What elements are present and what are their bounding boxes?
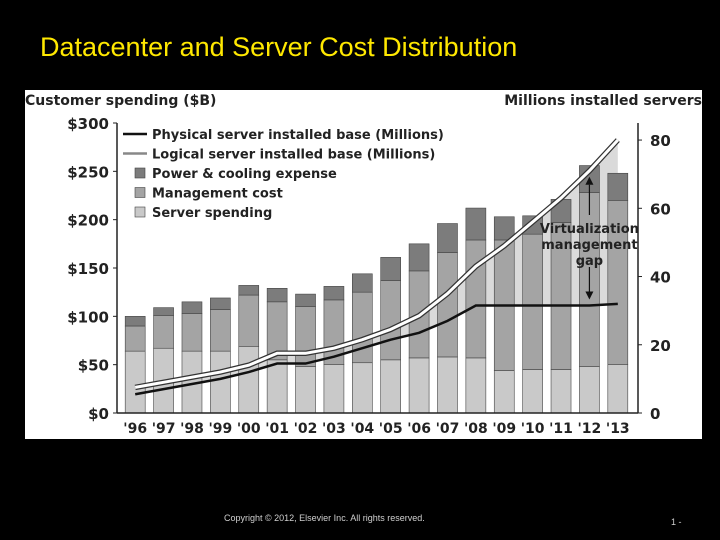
- legend-swatch-4: [134, 206, 146, 218]
- bar-server-spending-7: [323, 364, 345, 414]
- bar-management-cost-2: [181, 313, 203, 352]
- bar-power-cooling-expense-6: [295, 293, 316, 307]
- bar-power-cooling-expense-0: [124, 316, 146, 327]
- copyright-notice: Copyright © 2012, Elsevier Inc. All righ…: [224, 513, 425, 523]
- bar-server-spending-15: [550, 369, 572, 414]
- x-tick-label-14: '10: [521, 421, 545, 437]
- x-tick-label-3: '99: [208, 421, 232, 437]
- x-tick-label-11: '07: [436, 421, 460, 437]
- bar-server-spending-11: [437, 356, 458, 414]
- chart-panel: $0 $50 $100 $150 $200 $250 $300 0 20 40 60 80 '96 '97…: [25, 90, 702, 439]
- bar-power-cooling-expense-1: [153, 307, 174, 316]
- right-axis-title: Millions installed servers: [504, 93, 702, 109]
- x-tick-label-8: '04: [350, 421, 374, 437]
- page-number: 1 -: [671, 517, 682, 527]
- bar-server-spending-16: [579, 366, 600, 414]
- bar-power-cooling-expense-2: [181, 301, 203, 314]
- x-tick-label-5: '01: [265, 421, 289, 437]
- x-tick-label-7: '03: [322, 421, 346, 437]
- left-axis-title: Customer spending ($B): [25, 93, 216, 109]
- bar-power-cooling-expense-9: [380, 257, 401, 281]
- x-tick-label-15: '11: [549, 421, 573, 437]
- annotation-line-0: Virtualization: [540, 222, 639, 237]
- x-tick-label-12: '08: [464, 421, 488, 437]
- bar-power-cooling-expense-4: [238, 285, 260, 296]
- bar-management-cost-4: [238, 294, 260, 347]
- annotation-line-1: management: [541, 238, 637, 253]
- bar-server-spending-13: [493, 370, 515, 414]
- slide-title: Datacenter and Server Cost Distribution: [40, 32, 518, 62]
- x-tick-label-10: '06: [407, 421, 431, 437]
- right-tick-label-1: 20: [650, 337, 671, 355]
- left-tick-label-0: $0: [88, 405, 109, 423]
- bar-power-cooling-expense-12: [465, 207, 487, 241]
- left-tick-label-1: $50: [78, 357, 109, 375]
- bar-server-spending-3: [210, 350, 231, 414]
- bar-server-spending-9: [380, 359, 401, 414]
- left-tick-label-3: $150: [67, 260, 109, 278]
- left-tick-label-4: $200: [67, 212, 109, 230]
- legend-label-2: Power & cooling expense: [152, 167, 337, 182]
- bar-power-cooling-expense-3: [210, 297, 231, 310]
- x-tick-label-0: '96: [123, 421, 147, 437]
- bar-management-cost-3: [210, 309, 231, 352]
- bar-server-spending-14: [522, 369, 543, 414]
- bar-power-cooling-expense-5: [266, 288, 288, 303]
- legend-swatch-2: [134, 167, 146, 179]
- x-tick-label-17: '13: [606, 421, 630, 437]
- x-tick-label-16: '12: [578, 421, 602, 437]
- legend-label-4: Server spending: [152, 206, 272, 221]
- bar-management-cost-0: [124, 325, 146, 352]
- bar-server-spending-12: [465, 357, 487, 414]
- legend-swatch-3: [134, 187, 146, 198]
- bar-power-cooling-expense-8: [352, 273, 373, 293]
- gap-arrow-down-head: [585, 291, 594, 300]
- bar-management-cost-1: [153, 315, 174, 349]
- bar-management-cost-9: [380, 280, 401, 361]
- right-tick-label-3: 60: [650, 200, 671, 218]
- x-tick-label-2: '98: [180, 421, 204, 437]
- bar-management-cost-12: [465, 239, 487, 359]
- bar-management-cost-8: [352, 291, 373, 364]
- right-tick-label-2: 40: [650, 269, 671, 287]
- bar-management-cost-11: [437, 252, 458, 358]
- bar-server-spending-6: [295, 366, 316, 414]
- bar-power-cooling-expense-7: [323, 286, 345, 301]
- bar-management-cost-6: [295, 306, 316, 367]
- legend-label-1: Logical server installed base (Millions): [152, 148, 435, 163]
- bar-power-cooling-expense-13: [493, 216, 515, 241]
- cost-distribution-chart: $0 $50 $100 $150 $200 $250 $300 0 20 40 60 80 '96 '97…: [25, 93, 702, 437]
- bar-management-cost-14: [522, 233, 543, 370]
- physical-server-line: [134, 302, 618, 396]
- x-tick-label-13: '09: [492, 421, 516, 437]
- x-tick-label-4: '00: [237, 421, 261, 437]
- legend-label-3: Management cost: [152, 187, 283, 202]
- legend-label-0: Physical server installed base (Millions…: [152, 128, 444, 143]
- x-tick-label-9: '05: [379, 421, 403, 437]
- bar-power-cooling-expense-17: [607, 172, 629, 201]
- bar-server-spending-5: [266, 359, 288, 414]
- bar-server-spending-0: [124, 350, 146, 414]
- right-tick-label-0: 0: [650, 405, 660, 423]
- annotation-line-2: gap: [576, 254, 603, 269]
- bar-server-spending-4: [238, 345, 260, 414]
- bar-server-spending-8: [352, 362, 373, 414]
- logical-server-line: [134, 139, 619, 389]
- left-tick-label-6: $300: [67, 115, 109, 133]
- gap-arrow-up-head: [585, 176, 594, 185]
- bar-server-spending-10: [408, 357, 430, 414]
- bar-server-spending-17: [607, 364, 629, 414]
- x-tick-label-6: '02: [294, 421, 318, 437]
- bar-power-cooling-expense-11: [437, 223, 458, 253]
- bar-power-cooling-expense-10: [408, 243, 430, 272]
- left-tick-label-5: $250: [67, 163, 109, 181]
- left-tick-label-2: $100: [67, 308, 109, 326]
- x-tick-label-1: '97: [152, 421, 176, 437]
- right-tick-label-4: 80: [650, 132, 671, 150]
